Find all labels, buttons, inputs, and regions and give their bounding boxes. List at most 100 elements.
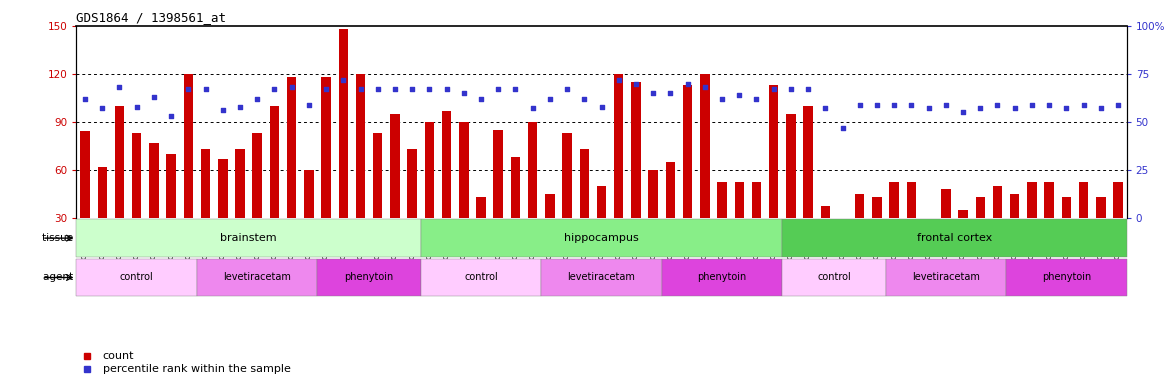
Bar — [855, 194, 864, 266]
Bar — [76, 219, 421, 257]
Bar — [958, 210, 968, 266]
Point — [661, 90, 680, 96]
Point — [248, 96, 267, 102]
Text: GDS1864 / 1398561_at: GDS1864 / 1398561_at — [76, 11, 227, 24]
Point — [868, 102, 887, 108]
Bar — [837, 229, 847, 266]
Point — [954, 110, 973, 116]
Bar — [425, 122, 434, 266]
Point — [506, 86, 524, 92]
Point — [782, 86, 801, 92]
Bar — [166, 154, 176, 266]
Point — [489, 86, 508, 92]
Bar — [580, 149, 589, 266]
Point — [437, 86, 456, 92]
Text: hippocampus: hippocampus — [564, 233, 639, 243]
Text: tissue: tissue — [42, 233, 76, 243]
Point — [920, 105, 938, 111]
Bar — [196, 259, 318, 296]
Text: count: count — [102, 351, 134, 361]
Point — [75, 96, 94, 102]
Point — [799, 86, 817, 92]
Point — [816, 105, 835, 111]
Point — [402, 86, 421, 92]
Point — [1005, 105, 1024, 111]
Text: phenytoin: phenytoin — [345, 273, 394, 282]
Bar — [666, 162, 675, 266]
Point — [334, 77, 353, 83]
Bar — [318, 259, 421, 296]
Point — [352, 86, 370, 92]
Bar — [1096, 197, 1105, 266]
Bar — [1044, 183, 1054, 266]
Bar — [976, 197, 985, 266]
Point — [368, 86, 387, 92]
Point — [1091, 105, 1110, 111]
Point — [386, 86, 405, 92]
Bar — [700, 74, 709, 266]
Point — [145, 94, 163, 100]
Point — [541, 96, 560, 102]
Point — [1057, 105, 1076, 111]
Point — [679, 81, 697, 87]
Bar — [235, 149, 245, 266]
Point — [265, 86, 283, 92]
Bar — [421, 219, 782, 257]
Point — [833, 124, 851, 130]
Bar — [149, 142, 159, 266]
Point — [230, 104, 249, 110]
Text: control: control — [817, 273, 850, 282]
Bar — [1062, 197, 1071, 266]
Bar — [751, 183, 761, 266]
Bar — [735, 183, 744, 266]
Point — [592, 104, 610, 110]
Bar — [76, 259, 196, 296]
Text: frontal cortex: frontal cortex — [917, 233, 993, 243]
Bar — [305, 170, 314, 266]
Bar — [1027, 183, 1037, 266]
Point — [162, 113, 181, 119]
Bar — [1078, 183, 1088, 266]
Point — [988, 102, 1007, 108]
Bar — [407, 149, 416, 266]
Bar — [821, 206, 830, 266]
Point — [300, 102, 319, 108]
Point — [1109, 102, 1128, 108]
Point — [764, 86, 783, 92]
Point — [93, 105, 112, 111]
Bar — [993, 186, 1002, 266]
Text: phenytoin: phenytoin — [1042, 273, 1091, 282]
Point — [730, 92, 749, 98]
Text: percentile rank within the sample: percentile rank within the sample — [102, 364, 290, 374]
Bar — [782, 219, 1127, 257]
Point — [196, 86, 215, 92]
Bar — [1007, 259, 1127, 296]
Point — [316, 86, 335, 92]
Point — [1074, 102, 1093, 108]
Text: control: control — [465, 273, 497, 282]
Bar — [390, 114, 400, 266]
Bar — [782, 259, 886, 296]
Bar — [889, 183, 898, 266]
Bar — [421, 259, 541, 296]
Bar — [253, 133, 262, 266]
Point — [747, 96, 766, 102]
Bar — [907, 183, 916, 266]
Bar — [373, 133, 382, 266]
Bar — [632, 82, 641, 266]
Point — [884, 102, 903, 108]
Bar — [269, 106, 279, 266]
Bar — [1010, 194, 1020, 266]
Point — [557, 86, 576, 92]
Bar — [321, 77, 330, 266]
Bar — [886, 259, 1007, 296]
Point — [1040, 102, 1058, 108]
Point — [213, 107, 232, 113]
Bar — [1114, 183, 1123, 266]
Bar — [459, 122, 468, 266]
Bar — [941, 189, 950, 266]
Point — [454, 90, 473, 96]
Bar — [528, 122, 537, 266]
Bar — [201, 149, 211, 266]
Point — [179, 86, 198, 92]
